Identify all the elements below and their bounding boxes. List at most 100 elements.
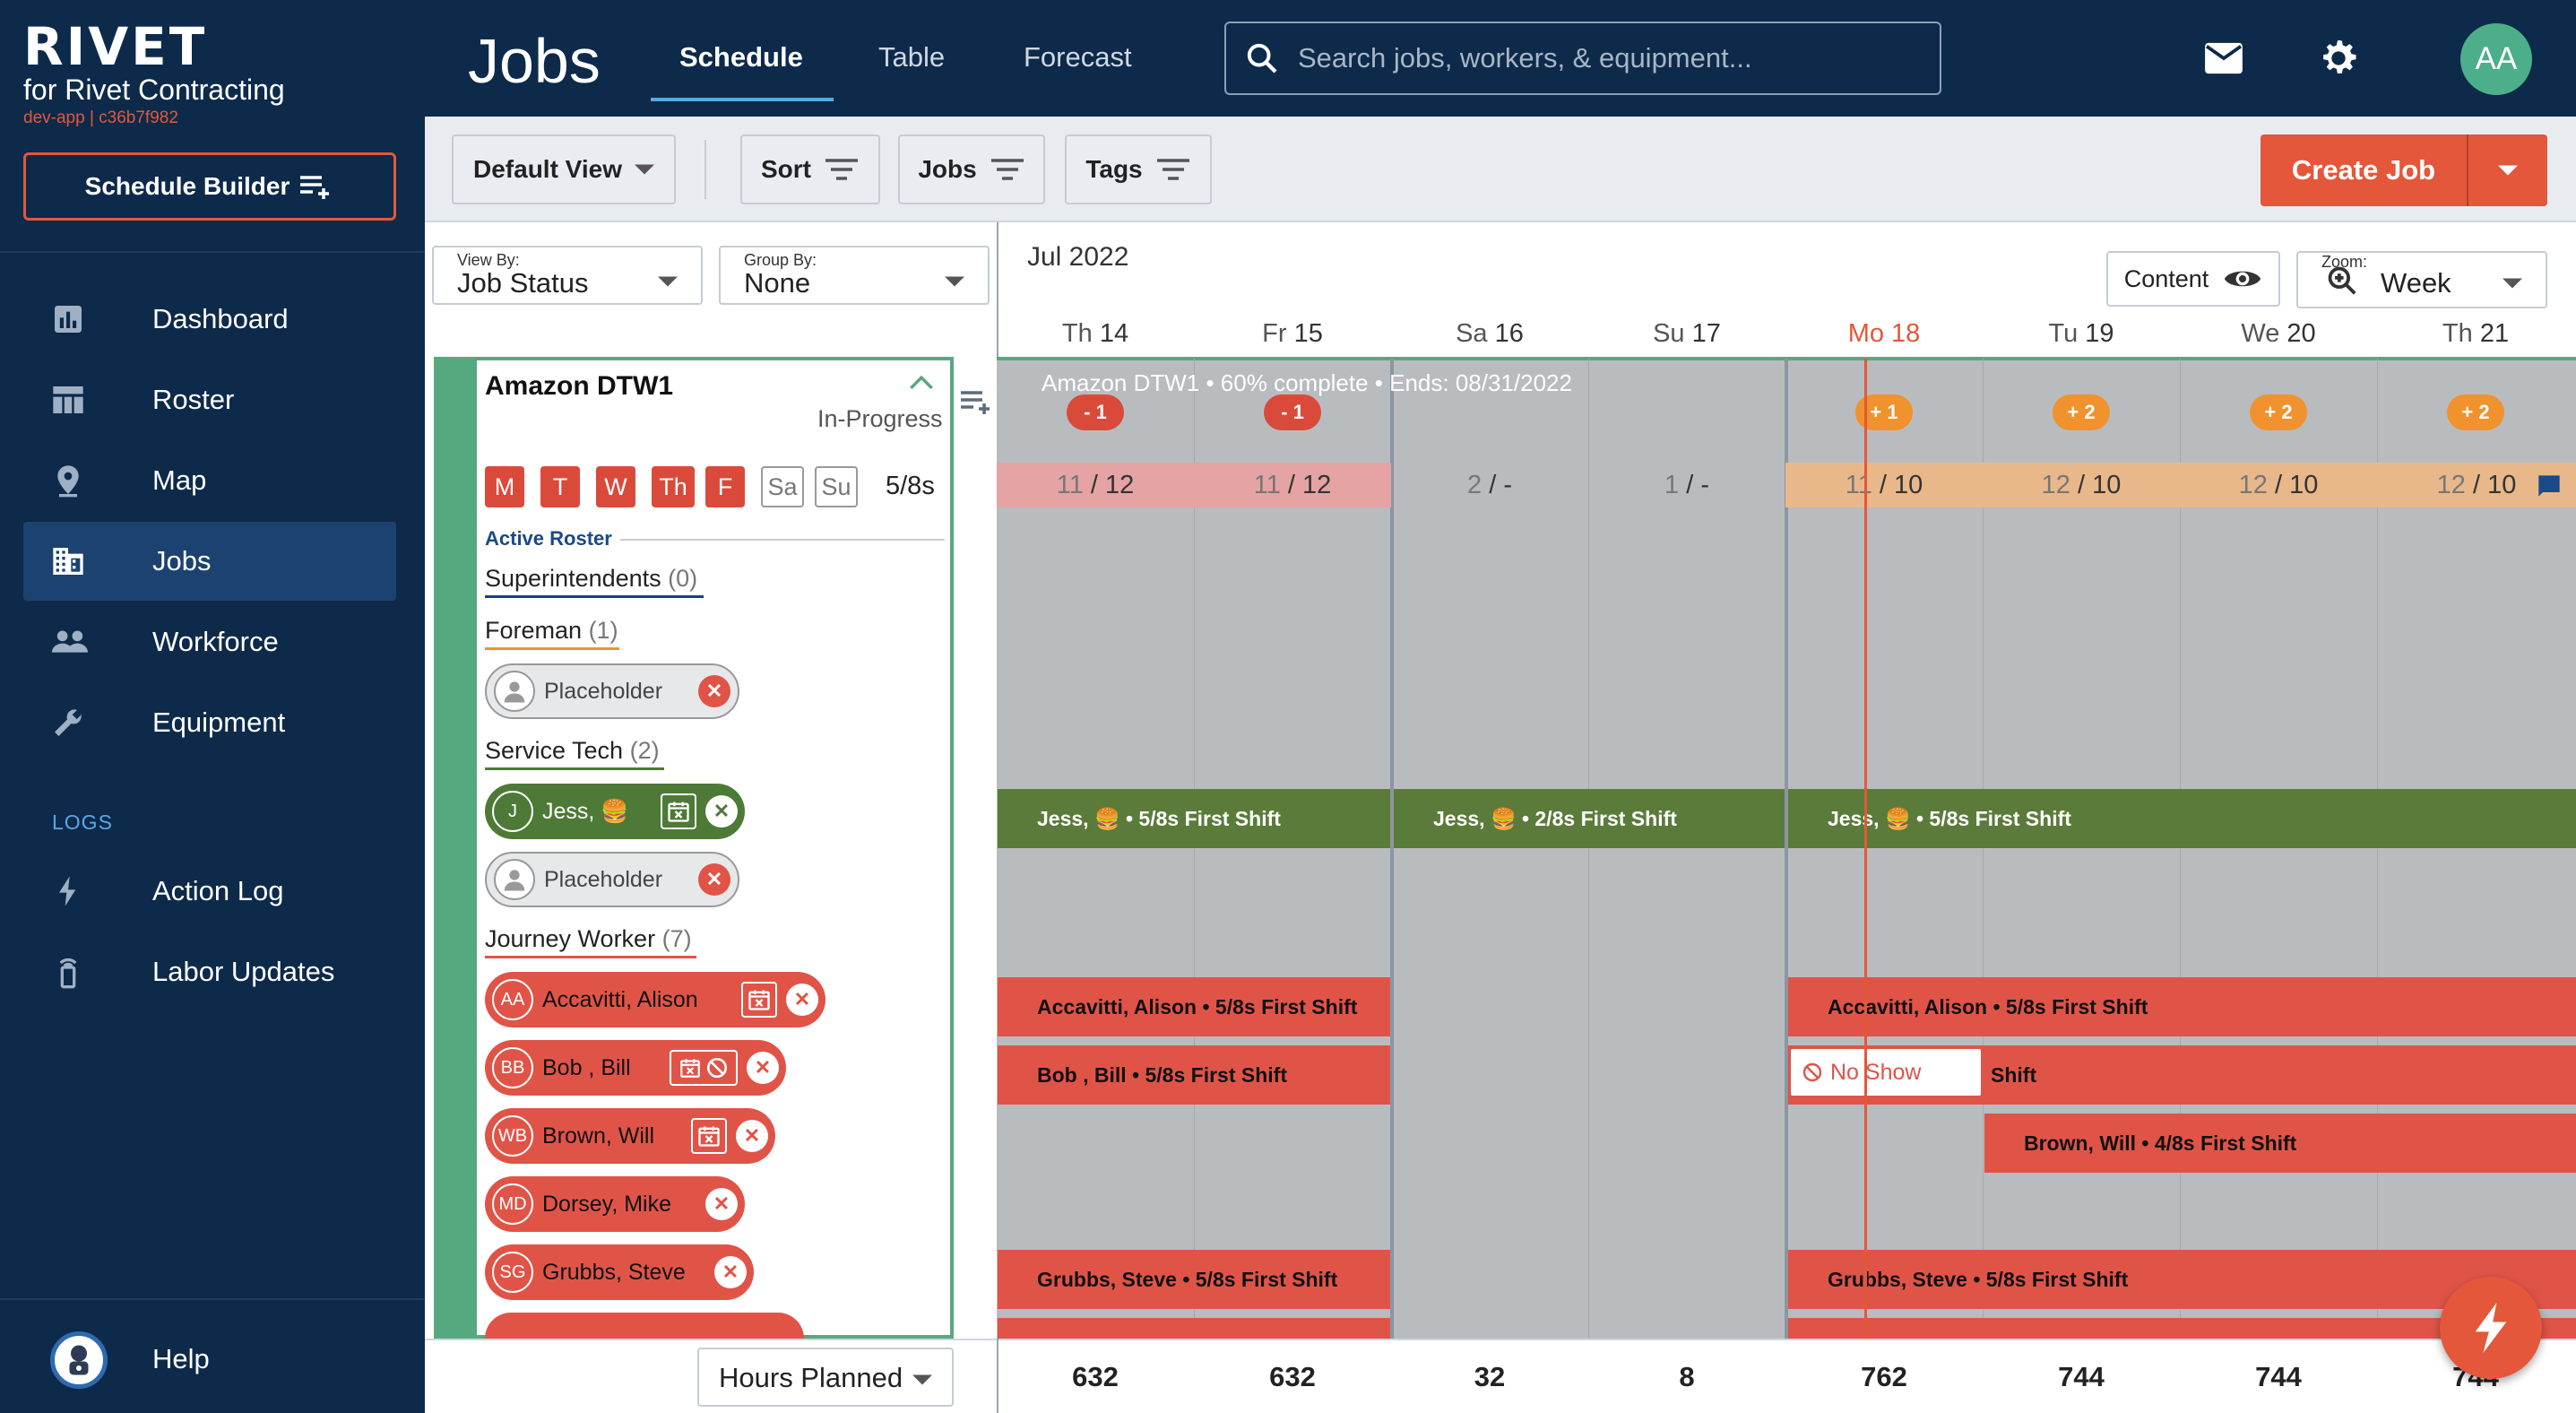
day-number: 18 <box>1891 319 1921 348</box>
active-tab-indicator <box>651 98 834 101</box>
shift-bar-grubbs-steve[interactable]: Grubbs, Steve • 5/8s First Shift <box>1788 1250 2576 1309</box>
job-name[interactable]: Amazon DTW1 <box>485 371 673 401</box>
job-card[interactable] <box>434 357 954 1339</box>
help-link[interactable]: Help <box>152 1343 210 1374</box>
hours-total: 632 <box>1269 1361 1316 1392</box>
remove-x-icon[interactable]: ✕ <box>786 984 818 1016</box>
day-header: Tu 19 <box>1983 319 2180 349</box>
role-foreman[interactable]: Foreman (1) <box>485 617 618 644</box>
sidebar-item-map[interactable]: Map <box>23 441 396 520</box>
remove-x-icon[interactable]: ✕ <box>714 1256 747 1288</box>
caret-down-icon <box>945 276 964 287</box>
remove-x-icon[interactable]: ✕ <box>736 1120 768 1152</box>
worker-chip-jess[interactable]: J Jess, 🍔 ✕ <box>485 784 745 839</box>
hours-total: 32 <box>1474 1361 1506 1392</box>
calendar-x-icon[interactable] <box>661 793 696 829</box>
sidebar-item-action-log[interactable]: Action Log <box>23 852 396 931</box>
role-superintendents[interactable]: Superintendents (0) <box>485 565 698 592</box>
chevron-up-icon[interactable] <box>909 375 934 395</box>
remove-x-icon[interactable]: ✕ <box>698 675 730 707</box>
sidebar-item-labor-updates[interactable]: Labor Updates <box>23 932 396 1011</box>
sidebar-item-workforce[interactable]: Workforce <box>23 602 396 681</box>
shift-bar-grubbs-steve[interactable]: Grubbs, Steve • 5/8s First Shift <box>998 1250 1390 1309</box>
worker-chip-partial[interactable] <box>485 1313 804 1339</box>
calendar-x-icon[interactable] <box>691 1118 727 1154</box>
tags-filter-button[interactable]: Tags <box>1065 134 1212 204</box>
worker-chip-brown-will[interactable]: WB Brown, Will ✕ <box>485 1108 775 1164</box>
search-input[interactable] <box>1298 42 1925 74</box>
dashboard-icon <box>50 301 104 337</box>
shift-bar-accavitti-alison[interactable]: Accavitti, Alison • 5/8s First Shift <box>1788 977 2576 1036</box>
jobs-filter-button[interactable]: Jobs <box>898 134 1045 204</box>
tab-forecast[interactable]: Forecast <box>1024 41 1132 73</box>
tab-schedule[interactable]: Schedule <box>679 41 803 73</box>
remove-x-icon[interactable]: ✕ <box>705 795 738 828</box>
logs-section-header: LOGS <box>52 811 113 834</box>
add-row-icon[interactable] <box>959 387 995 420</box>
create-job-button[interactable]: Create Job <box>2260 134 2547 206</box>
hours-planned-select[interactable]: Hours Planned <box>697 1348 954 1407</box>
shift-bar-jess[interactable]: Jess, 🍔 • 2/8s First Shift <box>1394 789 1785 848</box>
worker-chip-accavitti-alison[interactable]: AA Accavitti, Alison ✕ <box>485 972 826 1027</box>
role-service-tech[interactable]: Service Tech (2) <box>485 737 660 764</box>
sidebar-item-dashboard[interactable]: Dashboard <box>23 280 396 359</box>
help-avatar-icon[interactable] <box>50 1331 108 1389</box>
sort-button[interactable]: Sort <box>740 134 880 204</box>
day-chip-monday: M <box>485 466 524 507</box>
shift-bar-brown-will[interactable]: Brown, Will • 4/8s First Shift <box>1984 1114 2576 1173</box>
placeholder-chip[interactable]: Placeholder ✕ <box>485 852 739 907</box>
shift-bar-jess[interactable]: Jess, 🍔 • 5/8s First Shift <box>998 789 1390 848</box>
comment-icon[interactable] <box>2537 473 2562 503</box>
assigned-count: 12 <box>2436 470 2466 499</box>
sort-label: Sort <box>761 155 811 183</box>
day-number: 16 <box>1494 319 1524 348</box>
no-show-badge[interactable]: No Show <box>1789 1047 1983 1097</box>
worker-chip-bob-bill[interactable]: BB Bob , Bill ✕ <box>485 1040 786 1096</box>
day-header: Th 14 <box>997 319 1194 349</box>
view-by-select[interactable]: View By: Job Status <box>432 246 703 305</box>
sidebar-item-equipment[interactable]: Equipment <box>23 683 396 762</box>
user-avatar[interactable]: AA <box>2460 23 2532 95</box>
day-of-week: Tu <box>2048 319 2079 348</box>
mail-icon[interactable] <box>2203 41 2244 80</box>
needed-count: 12 <box>1302 470 1332 499</box>
sidebar <box>0 0 425 1413</box>
remove-x-icon[interactable]: ✕ <box>698 863 730 896</box>
day-of-week: Su <box>1653 319 1685 348</box>
shift-bar-jess[interactable]: Jess, 🍔 • 5/8s First Shift <box>1788 789 2576 848</box>
tab-table[interactable]: Table <box>878 41 946 73</box>
shift-bar-bob-bill[interactable]: Bob , Bill • 5/8s First Shift <box>998 1045 1390 1105</box>
hours-total: 632 <box>1072 1361 1119 1392</box>
assigned-count: 12 <box>2041 470 2070 499</box>
remove-x-icon[interactable]: ✕ <box>705 1188 738 1220</box>
gear-icon[interactable] <box>2318 38 2359 83</box>
chip-label: Jess, 🍔 <box>542 798 629 824</box>
placeholder-chip[interactable]: Placeholder ✕ <box>485 663 739 719</box>
shift-bar-partial[interactable] <box>1788 1318 2576 1339</box>
hours-total: 8 <box>1679 1361 1695 1392</box>
group-by-select[interactable]: Group By: None <box>719 246 990 305</box>
create-job-menu-caret-icon[interactable] <box>2468 165 2547 176</box>
role-journey-worker[interactable]: Journey Worker (7) <box>485 925 692 952</box>
default-view-dropdown[interactable]: Default View <box>452 134 676 204</box>
shift-bar-partial[interactable] <box>998 1318 1390 1339</box>
worker-chip-grubbs-steve[interactable]: SG Grubbs, Steve ✕ <box>485 1244 754 1300</box>
content-toggle-button[interactable]: Content <box>2106 251 2280 307</box>
schedule-builder-button[interactable]: Schedule Builder <box>23 152 396 221</box>
calendar-x-icon[interactable] <box>741 982 777 1018</box>
jobs-filter-label: Jobs <box>918 155 977 183</box>
shift-bar-accavitti-alison[interactable]: Accavitti, Alison • 5/8s First Shift <box>998 977 1390 1036</box>
worker-chip-dorsey-mike[interactable]: MD Dorsey, Mike ✕ <box>485 1176 745 1232</box>
remove-x-icon[interactable]: ✕ <box>747 1052 779 1084</box>
quick-action-fab[interactable] <box>2440 1277 2542 1379</box>
staffing-count: 1 / - <box>1664 470 1709 499</box>
needed-count: - <box>1503 470 1512 499</box>
active-roster-label: Active Roster <box>485 527 612 550</box>
search-box[interactable] <box>1224 22 1941 95</box>
people-icon <box>50 624 104 660</box>
view-by-label: View By: <box>457 251 520 269</box>
calendar-noshow-icons[interactable] <box>670 1050 738 1086</box>
sidebar-item-roster[interactable]: Roster <box>23 360 396 439</box>
zoom-select[interactable]: Zoom: Week <box>2296 251 2547 308</box>
sidebar-item-jobs[interactable]: Jobs <box>23 522 396 601</box>
